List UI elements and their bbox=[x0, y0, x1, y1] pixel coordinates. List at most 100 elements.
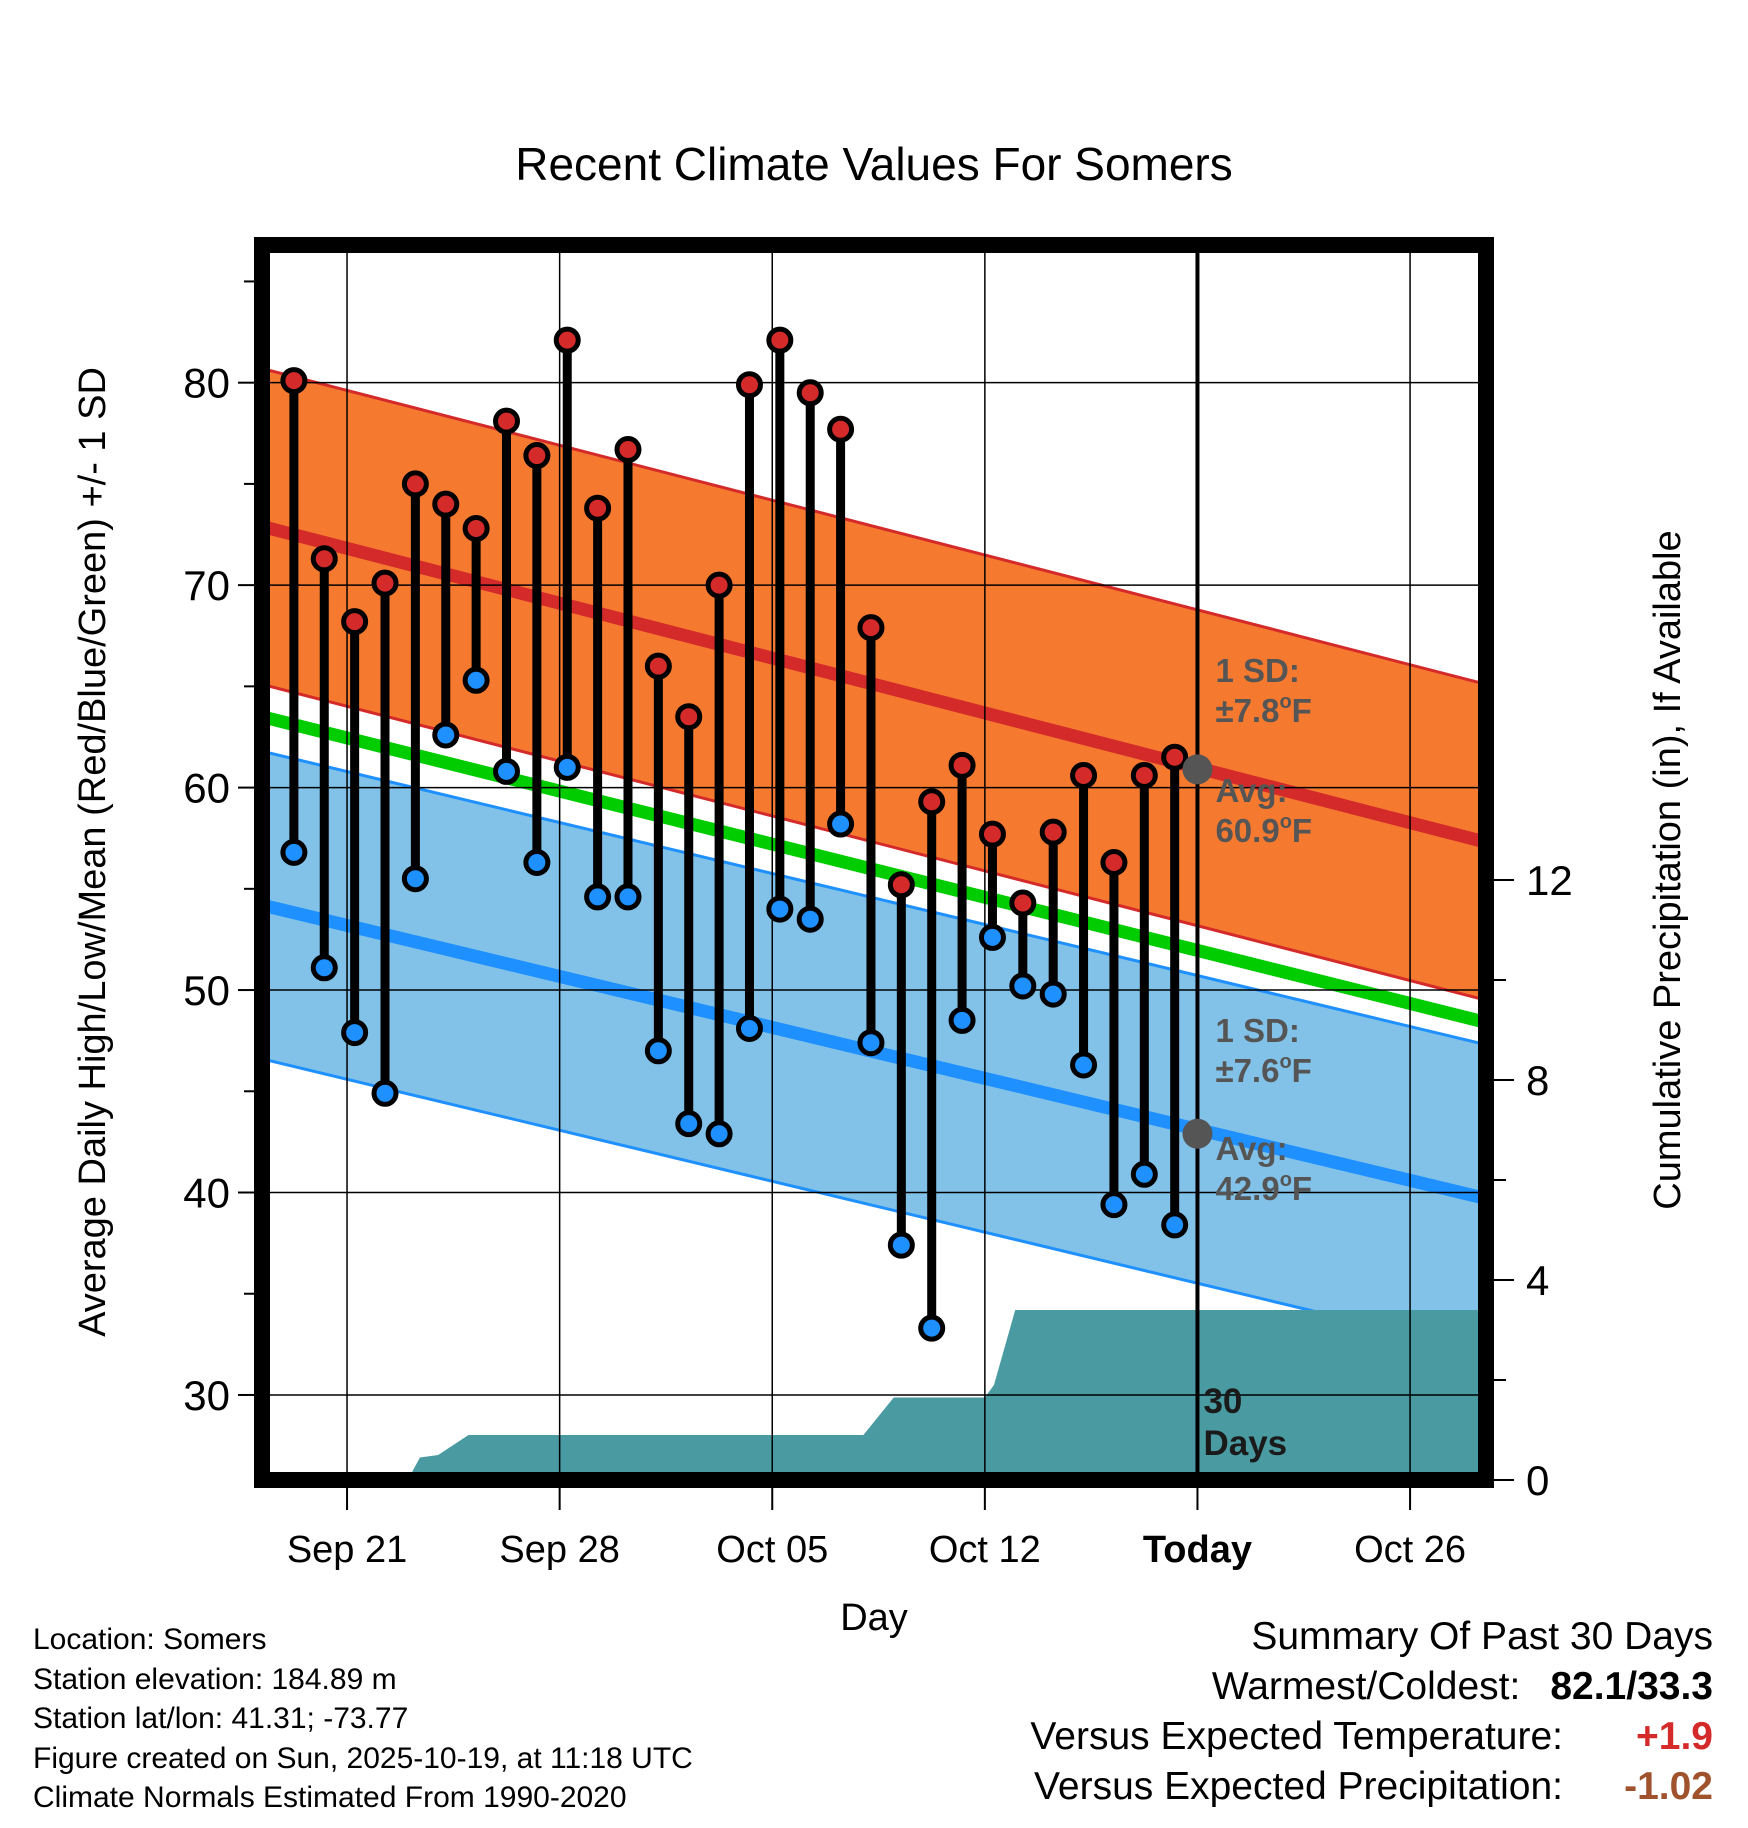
x-tick-label: Today bbox=[1143, 1529, 1252, 1571]
high-temp-point bbox=[796, 379, 824, 407]
low-temp-point bbox=[401, 865, 429, 893]
high-temp-point bbox=[280, 367, 308, 395]
today-high-avg-marker bbox=[1182, 754, 1213, 785]
today-low-avg-marker bbox=[1182, 1118, 1213, 1149]
y-right-tick-label: 0 bbox=[1526, 1457, 1549, 1504]
summary-precip: Versus Expected Precipitation: -1.02 bbox=[813, 1762, 1713, 1812]
high-avg-value: 60.9oF bbox=[1215, 811, 1312, 849]
high-temp-point bbox=[644, 652, 672, 680]
precip-label: Versus Expected Precipitation: bbox=[1034, 1765, 1563, 1808]
high-temp-point bbox=[978, 820, 1006, 848]
precip-value: -1.02 bbox=[1624, 1765, 1713, 1808]
y-left-tick-label: 30 bbox=[183, 1372, 230, 1419]
info-location: Location: Somers bbox=[33, 1623, 267, 1656]
summary-warm-cold: Warmest/Coldest: 82.1/33.3 bbox=[813, 1662, 1713, 1712]
low-temp-point bbox=[1130, 1160, 1158, 1188]
high-temp-point bbox=[492, 407, 520, 435]
low-temp-point bbox=[492, 757, 520, 785]
high-temp-point bbox=[371, 569, 399, 597]
info-latlon: Station lat/lon: 41.31; -73.77 bbox=[33, 1702, 409, 1735]
low-temp-point bbox=[644, 1037, 672, 1065]
y-left-tick-label: 80 bbox=[183, 360, 230, 407]
precip-area bbox=[262, 1310, 1486, 1480]
low-temp-point bbox=[948, 1006, 976, 1034]
warm-cold-value: 82.1/33.3 bbox=[1550, 1665, 1713, 1708]
high-temp-point bbox=[432, 490, 460, 518]
y-left-tick-label: 50 bbox=[183, 967, 230, 1014]
low-sd-value: ±7.6oF bbox=[1215, 1051, 1311, 1089]
low-temp-point bbox=[553, 753, 581, 781]
high-temp-point bbox=[887, 871, 915, 899]
y-right-tick-label: 8 bbox=[1526, 1057, 1549, 1104]
info-elevation: Station elevation: 184.89 m bbox=[33, 1662, 397, 1696]
low-temp-point bbox=[523, 849, 551, 876]
high-temp-point bbox=[341, 608, 369, 636]
high-temp-point bbox=[1070, 761, 1098, 789]
low-temp-point bbox=[705, 1120, 733, 1148]
y-axis-left-label: Average Daily High/Low/Mean (Red/Blue/Gr… bbox=[72, 367, 114, 1337]
temp-value: +1.9 bbox=[1636, 1715, 1713, 1758]
low-temp-point bbox=[857, 1029, 885, 1057]
x-tick-label: Oct 12 bbox=[929, 1529, 1041, 1571]
high-sd-label: 1 SD: bbox=[1215, 652, 1299, 689]
y-left-tick-label: 40 bbox=[183, 1170, 230, 1217]
info-created: Figure created on Sun, 2025-10-19, at 11… bbox=[33, 1741, 693, 1775]
low-sd-band-lower-edge bbox=[262, 1057, 1486, 1354]
low-temp-point bbox=[1039, 980, 1067, 1008]
low-temp-point bbox=[462, 666, 490, 694]
high-temp-point bbox=[948, 751, 976, 779]
high-temp-point bbox=[735, 371, 763, 399]
high-temp-point bbox=[675, 703, 703, 731]
high-temp-point bbox=[584, 494, 612, 522]
high-temp-point bbox=[523, 442, 551, 470]
low-temp-point bbox=[1100, 1191, 1128, 1219]
low-temp-point bbox=[675, 1110, 703, 1138]
y-axis-right-label: Cumulative Precipitation (in), If Availa… bbox=[1647, 530, 1689, 1209]
high-temp-point bbox=[705, 571, 733, 599]
high-temp-point bbox=[827, 415, 855, 443]
low-temp-point bbox=[341, 1019, 369, 1047]
low-temp-point bbox=[1070, 1051, 1098, 1079]
warm-cold-label: Warmest/Coldest: bbox=[1211, 1665, 1521, 1708]
low-temp-point bbox=[918, 1314, 946, 1342]
x-tick-label: Sep 28 bbox=[499, 1529, 619, 1571]
low-avg-label: Avg: bbox=[1215, 1130, 1287, 1167]
low-temp-point bbox=[1161, 1211, 1189, 1239]
temp-label: Versus Expected Temperature: bbox=[1030, 1715, 1563, 1758]
x-axis-label: Day bbox=[840, 1597, 908, 1639]
y-right-tick-label: 12 bbox=[1526, 857, 1573, 904]
low-sd-label: 1 SD: bbox=[1215, 1012, 1299, 1049]
high-temp-point bbox=[766, 326, 794, 354]
low-temp-point bbox=[978, 923, 1006, 951]
low-temp-point bbox=[766, 895, 794, 923]
low-temp-point bbox=[827, 810, 855, 838]
high-temp-point bbox=[1039, 818, 1067, 846]
high-temp-point bbox=[1130, 761, 1158, 789]
high-temp-point bbox=[918, 788, 946, 816]
high-temp-point bbox=[1161, 743, 1189, 771]
low-temp-point bbox=[1009, 972, 1037, 1000]
high-temp-point bbox=[614, 435, 642, 463]
low-temp-point bbox=[614, 883, 642, 911]
high-temp-point bbox=[401, 470, 429, 498]
low-temp-point bbox=[432, 721, 460, 749]
summary-title: Summary Of Past 30 Days bbox=[1251, 1615, 1713, 1658]
high-sd-value: ±7.8oF bbox=[1215, 691, 1311, 729]
high-temp-point bbox=[462, 514, 490, 542]
days-label-number: 30 bbox=[1203, 1382, 1242, 1421]
high-temp-point bbox=[1009, 889, 1037, 917]
high-sd-band-upper-edge bbox=[262, 367, 1486, 686]
high-avg-label: Avg: bbox=[1215, 772, 1287, 809]
low-temp-point bbox=[584, 883, 612, 911]
low-temp-point bbox=[887, 1231, 915, 1259]
y-right-tick-label: 4 bbox=[1526, 1257, 1549, 1304]
high-temp-point bbox=[1100, 849, 1128, 876]
low-temp-point bbox=[280, 838, 308, 866]
x-tick-label: Oct 26 bbox=[1354, 1529, 1466, 1571]
y-left-tick-label: 70 bbox=[183, 562, 230, 609]
days-label-text: Days bbox=[1203, 1424, 1287, 1463]
high-temp-point bbox=[857, 614, 885, 642]
chart-title: Recent Climate Values For Somers bbox=[515, 138, 1233, 190]
low-temp-point bbox=[371, 1079, 399, 1107]
